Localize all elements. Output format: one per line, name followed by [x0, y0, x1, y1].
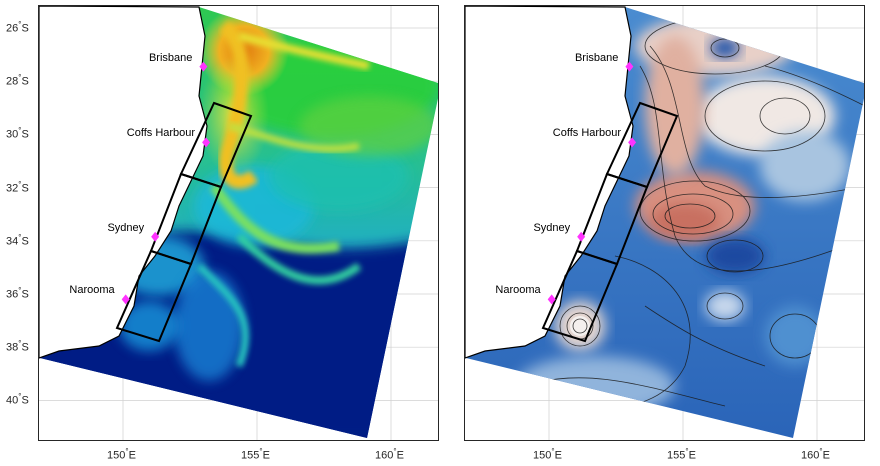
city-marker: [199, 61, 208, 72]
chlorophyll-map-panel: [38, 5, 439, 441]
latitude-tick-label: 38°S: [6, 339, 29, 354]
coastline: [39, 6, 208, 359]
sea-level-map: [465, 6, 864, 440]
latitude-tick-label: 36°S: [6, 286, 29, 301]
city-marker: [547, 294, 556, 305]
study-boxes: [541, 101, 679, 343]
city-label: Brisbane: [574, 51, 619, 64]
city-label: Brisbane: [148, 51, 193, 64]
city-marker: [625, 61, 634, 72]
city-label: Coffs Harbour: [126, 127, 196, 140]
city-marker: [151, 231, 160, 242]
latitude-tick-label: 34°S: [6, 232, 29, 248]
chlorophyll-map: [39, 6, 438, 440]
latitude-tick-label: 30°S: [6, 126, 29, 142]
longitude-tick-label: 150°E: [107, 447, 136, 462]
city-label: Narooma: [495, 284, 541, 297]
latitude-tick-label: 32°S: [6, 179, 29, 195]
city-label: Sydney: [533, 221, 571, 234]
longitude-tick-label: 160°E: [375, 447, 404, 462]
city-label: Narooma: [69, 284, 115, 297]
latitude-tick-label: 40°S: [6, 392, 29, 408]
city-marker: [202, 137, 211, 148]
coastline: [465, 6, 634, 359]
longitude-tick-label: 155°E: [241, 447, 270, 462]
city-label: Sydney: [107, 221, 145, 234]
longitude-tick-label: 155°E: [667, 447, 696, 462]
city-marker: [121, 294, 130, 305]
city-marker: [577, 231, 586, 242]
longitude-tick-label: 160°E: [801, 447, 830, 462]
longitude-tick-label: 150°E: [533, 447, 562, 462]
latitude-tick-label: 28°S: [6, 73, 29, 88]
study-boxes: [115, 101, 253, 343]
sea-level-map-panel: [464, 5, 865, 441]
latitude-tick-label: 26°S: [6, 20, 29, 35]
city-label: Coffs Harbour: [552, 127, 622, 140]
city-marker: [628, 137, 637, 148]
